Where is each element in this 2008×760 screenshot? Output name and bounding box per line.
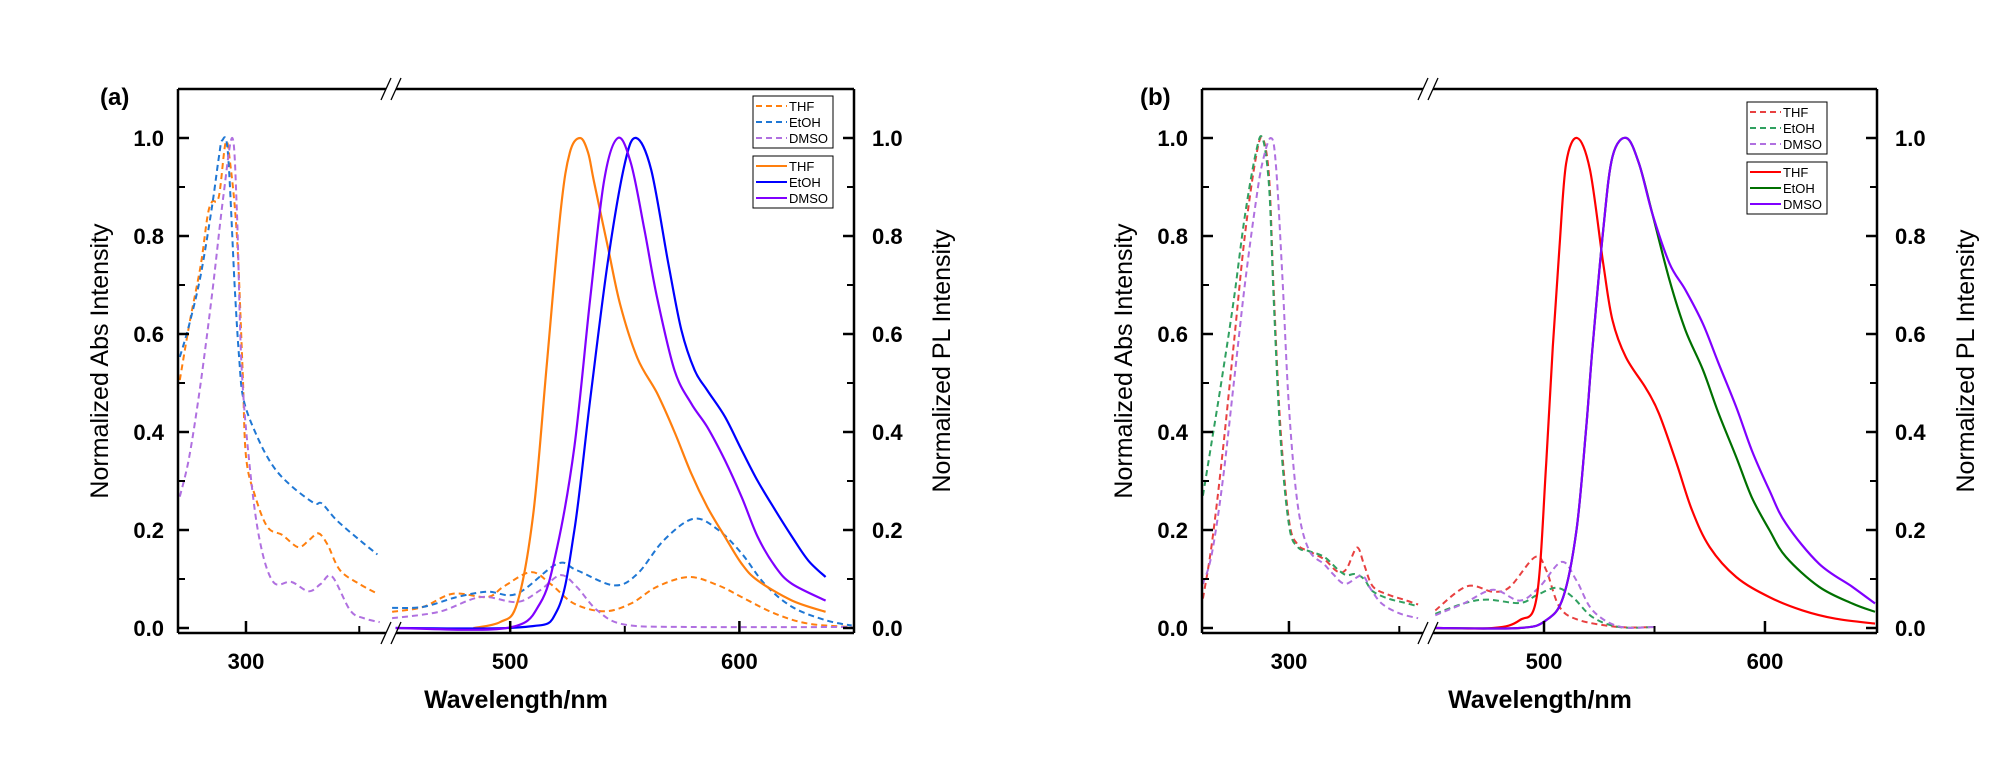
axis-break-mark (380, 621, 392, 645)
y-tick-label-left: 1.0 (133, 126, 164, 151)
axis-break-mark (1427, 621, 1439, 645)
y-tick-label-right: 0.4 (1895, 420, 1926, 445)
y-tick-label-right: 0.2 (1895, 518, 1926, 543)
y-tick-label-right: 1.0 (1895, 126, 1926, 151)
series-pl-dmso (395, 136, 827, 631)
panel-a: (a) Normalized Abs Intensity Normalized … (86, 77, 956, 714)
y-axis-right-title: Normalized PL Intensity (1952, 229, 1980, 493)
series-pl-thf (473, 136, 826, 630)
y-axis-left-title: Normalized Abs Intensity (86, 223, 114, 499)
panel-b: (b) Normalized Abs Intensity Normalized … (1110, 77, 1980, 714)
axis-break-mark (390, 621, 402, 645)
y-axis-right-title: Normalized PL Intensity (928, 229, 956, 493)
series-abs-thf (1201, 136, 1419, 606)
panel-label: (a) (100, 84, 129, 111)
axis-break-mark (390, 77, 402, 101)
x-tick-label: 300 (1271, 649, 1308, 674)
x-tick-label: 500 (1526, 649, 1563, 674)
x-axis-title: Wavelength/nm (424, 686, 608, 714)
y-tick-label-left: 0.8 (133, 224, 164, 249)
axis-break-mark (1417, 77, 1429, 101)
x-tick-label: 300 (228, 649, 265, 674)
legend-label-etoh: EtOH (789, 115, 821, 130)
series-abs-etoh (1434, 586, 1655, 629)
x-tick-label: 600 (721, 649, 758, 674)
legend-label-dmso: DMSO (789, 191, 828, 206)
y-tick-label-left: 0.2 (133, 518, 164, 543)
legend-label-thf: THF (1783, 165, 1808, 180)
legend-label-dmso: DMSO (1783, 137, 1822, 152)
y-tick-label-right: 1.0 (872, 126, 903, 151)
y-tick-label-left: 0.6 (1157, 322, 1188, 347)
legend-label-etoh: EtOH (1783, 181, 1815, 196)
y-tick-label-right: 0.0 (1895, 616, 1926, 641)
series-abs-etoh (1201, 135, 1419, 608)
plot-area (178, 136, 852, 631)
y-tick-label-right: 0.2 (872, 518, 903, 543)
y-axis-left-title: Normalized Abs Intensity (1110, 223, 1138, 499)
legend-label-thf: THF (1783, 105, 1808, 120)
legend-label-dmso: DMSO (789, 131, 828, 146)
axis-break-mark (380, 77, 392, 101)
plot-area (1201, 135, 1876, 630)
legend-label-thf: THF (789, 159, 814, 174)
x-axis-title: Wavelength/nm (1448, 686, 1632, 714)
series-abs-dmso (178, 136, 380, 624)
x-tick-label: 600 (1747, 649, 1784, 674)
y-tick-label-left: 0.6 (133, 322, 164, 347)
legend-label-thf: THF (789, 99, 814, 114)
axes: 0.0 0.0 0.2 0.2 0.4 0.4 0.6 0.6 0.8 0.8 1.0 1.0 300 5… (1157, 77, 1926, 674)
y-tick-label-right: 0.8 (1895, 224, 1926, 249)
y-tick-label-left: 0.4 (133, 420, 164, 445)
series-abs-dmso (391, 574, 852, 629)
y-tick-label-right: 0.0 (872, 616, 903, 641)
series-pl-dmso (1435, 136, 1876, 630)
y-tick-label-right: 0.6 (872, 322, 903, 347)
legend-label-dmso: DMSO (1783, 197, 1822, 212)
x-tick-label: 500 (492, 649, 529, 674)
series-abs-thf (391, 571, 850, 628)
axis-break-mark (1417, 621, 1429, 645)
y-tick-label-right: 0.6 (1895, 322, 1926, 347)
y-tick-label-left: 0.0 (1157, 616, 1188, 641)
series-abs-dmso (1434, 560, 1655, 629)
y-tick-label-left: 0.4 (1157, 420, 1188, 445)
panel-label: (b) (1140, 84, 1171, 111)
y-tick-label-right: 0.8 (872, 224, 903, 249)
series-abs-etoh (392, 517, 852, 627)
series-pl-thf (1435, 136, 1876, 630)
legend-label-etoh: EtOH (789, 175, 821, 190)
y-tick-label-left: 0.2 (1157, 518, 1188, 543)
axes: 0.0 0.0 0.2 0.2 0.4 0.4 0.6 0.6 0.8 0.8 1.0 1.0 300 5… (133, 77, 903, 674)
axis-break-mark (1427, 77, 1439, 101)
series-abs-dmso (1201, 136, 1419, 620)
series-pl-etoh (395, 136, 827, 630)
series-abs-etoh (178, 136, 379, 556)
y-tick-label-right: 0.4 (872, 420, 903, 445)
y-tick-label-left: 0.0 (133, 616, 164, 641)
legend-label-etoh: EtOH (1783, 121, 1815, 136)
y-tick-label-left: 0.8 (1157, 224, 1188, 249)
y-tick-label-left: 1.0 (1157, 126, 1188, 151)
series-abs-thf (178, 140, 378, 595)
